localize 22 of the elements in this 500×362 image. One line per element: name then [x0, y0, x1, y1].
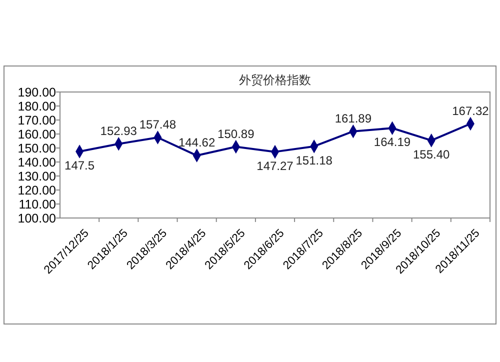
data-label: 155.40: [413, 147, 450, 162]
data-label: 152.93: [100, 124, 138, 138]
y-tick-label: 180.00: [18, 99, 56, 114]
data-label: 147.27: [256, 158, 294, 173]
y-tick-label: 160.00: [18, 127, 56, 142]
y-tick-label: 100.00: [18, 211, 56, 226]
data-label: 150.89: [218, 126, 255, 141]
data-label: 144.62: [178, 136, 216, 150]
data-label: 147.5: [64, 158, 95, 172]
data-label: 167.32: [452, 104, 490, 118]
y-tick-label: 150.00: [18, 141, 56, 156]
data-label: 157.48: [139, 118, 176, 132]
data-label: 151.18: [296, 153, 333, 168]
y-tick-label: 170.00: [18, 113, 56, 128]
data-label: 164.19: [374, 135, 411, 150]
y-tick-label: 110.00: [18, 197, 56, 212]
y-tick-label: 190.00: [18, 85, 56, 100]
y-tick-label: 140.00: [18, 155, 56, 170]
y-tick-label: 120.00: [18, 183, 56, 198]
chart-title: 外贸价格指数: [239, 73, 311, 87]
y-tick-label: 130.00: [18, 169, 56, 184]
data-label: 161.89: [334, 111, 372, 126]
